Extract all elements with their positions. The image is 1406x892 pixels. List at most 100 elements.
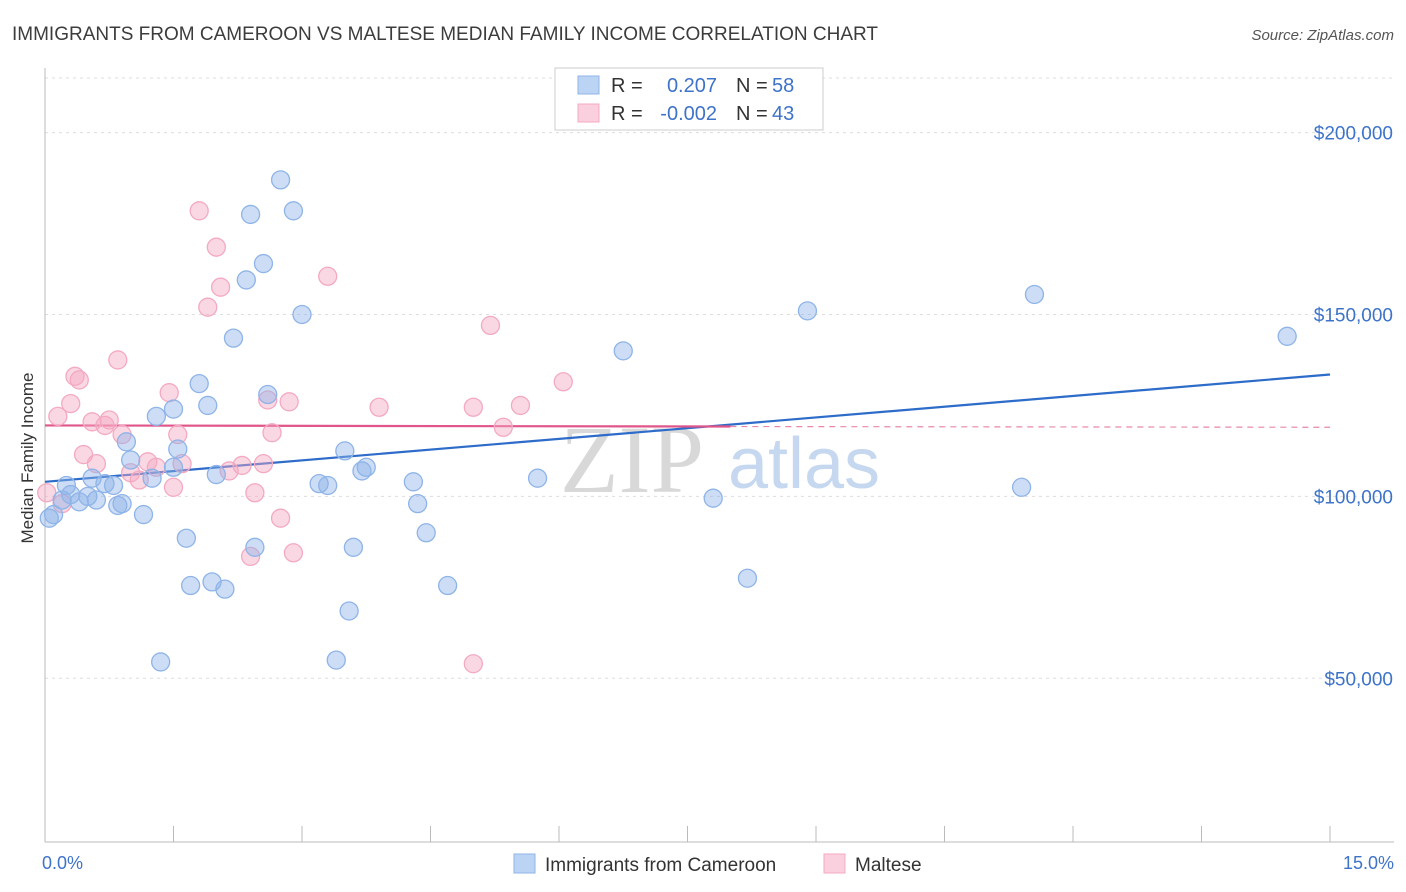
chart-title: IMMIGRANTS FROM CAMEROON VS MALTESE MEDI… (12, 24, 878, 45)
point-cameroon (163, 457, 184, 477)
y-tick-label: $100,000 (1314, 487, 1393, 508)
trend-line-cameroon (44, 373, 1331, 483)
trend-lines (44, 373, 1331, 483)
point-cameroon (116, 432, 137, 452)
y-tick-label: $200,000 (1314, 124, 1393, 145)
watermark-atlas: atlas (728, 424, 880, 504)
point-cameroon (176, 528, 197, 548)
point-cameroon (258, 384, 278, 405)
legend-r-value-1: 0.207 (667, 75, 717, 97)
point-maltese (463, 654, 483, 674)
point-cameroon (112, 494, 132, 514)
stats-legend: R = 0.207 N = 58 R = -0.002 N = 43 (554, 67, 824, 131)
point-maltese (245, 483, 265, 503)
point-cameroon (189, 373, 209, 394)
point-maltese (99, 410, 119, 430)
legend-n-label-1: N = (736, 75, 768, 97)
point-cameroon (43, 504, 64, 525)
point-cameroon (236, 270, 256, 290)
point-maltese (253, 453, 274, 474)
bottom-legend-label-maltese: Maltese (855, 855, 922, 876)
point-maltese (270, 508, 291, 528)
y-axis-label: Median Family Income (18, 372, 37, 543)
series-legend: Immigrants from Cameroon Maltese (513, 853, 922, 876)
point-cameroon (416, 523, 436, 543)
legend-n-value-2: 43 (772, 103, 794, 125)
point-maltese (240, 546, 261, 567)
point-maltese (318, 266, 338, 286)
legend-swatch-cameroon (577, 75, 600, 95)
point-maltese (258, 390, 278, 410)
bottom-legend-label-cameroon: Immigrants from Cameroon (545, 855, 776, 876)
legend-swatch-maltese (577, 103, 600, 123)
point-cameroon (737, 568, 758, 588)
legend-r-value-2: -0.002 (660, 103, 717, 125)
point-cameroon (146, 406, 167, 426)
point-cameroon (223, 328, 244, 348)
point-cameroon (215, 579, 235, 599)
gridlines (45, 77, 1394, 679)
point-cameroon (270, 170, 291, 190)
x-tick-max: 15.0% (1343, 853, 1394, 873)
y-tick-label: $50,000 (1324, 669, 1393, 690)
point-maltese (48, 406, 68, 426)
point-maltese (279, 392, 299, 412)
chart-source: Source: ZipAtlas.com (1251, 27, 1394, 44)
point-cameroon (240, 204, 261, 225)
point-cameroon (180, 575, 201, 596)
legend-r-label-2: R = (611, 103, 643, 125)
trend-line-maltese-extension (730, 425, 1331, 428)
point-cameroon (198, 395, 218, 416)
point-maltese (493, 417, 513, 437)
point-cameroon (437, 575, 458, 596)
point-maltese (61, 393, 81, 414)
point-cameroon (283, 201, 304, 221)
point-maltese (168, 424, 188, 445)
point-maltese (146, 457, 167, 477)
legend-n-label-2: N = (736, 103, 768, 125)
point-maltese (463, 397, 483, 417)
bottom-legend-swatch-maltese (823, 853, 846, 874)
series-cameroon (39, 170, 1297, 672)
legend-n-value-1: 58 (772, 75, 794, 97)
point-maltese (108, 350, 128, 370)
point-maltese (553, 372, 573, 392)
point-cameroon (86, 490, 107, 510)
watermark: ZIP atlas (560, 406, 880, 513)
y-tick-label: $150,000 (1314, 305, 1393, 326)
point-cameroon (527, 468, 548, 488)
point-cameroon (407, 494, 428, 514)
x-tick-min: 0.0% (42, 853, 83, 873)
y-tick-labels: $50,000 $100,000 $150,000 $200,000 (1314, 124, 1393, 691)
point-cameroon (142, 468, 162, 488)
series-maltese (37, 201, 573, 674)
point-cameroon (326, 650, 346, 670)
point-cameroon (168, 439, 188, 459)
point-maltese (210, 277, 231, 297)
point-cameroon (343, 537, 364, 557)
point-cameroon (163, 399, 184, 419)
point-cameroon (150, 652, 171, 672)
point-maltese (159, 383, 179, 403)
point-maltese (262, 423, 282, 443)
trend-line-maltese (44, 424, 731, 428)
point-cameroon (292, 304, 312, 325)
point-cameroon (56, 475, 77, 496)
point-cameroon (245, 537, 265, 557)
point-cameroon (335, 441, 355, 461)
point-cameroon (318, 475, 338, 496)
point-cameroon (1011, 477, 1032, 497)
point-maltese (86, 453, 107, 474)
point-cameroon (1024, 284, 1045, 305)
axes (44, 68, 1394, 843)
point-maltese (206, 237, 226, 257)
point-cameroon (121, 450, 141, 470)
point-cameroon (356, 457, 376, 477)
watermark-zip: ZIP (560, 406, 704, 513)
point-maltese (198, 297, 218, 317)
bottom-legend-swatch-cameroon (513, 853, 536, 874)
point-maltese (37, 483, 57, 503)
point-maltese (232, 455, 252, 476)
point-cameroon (133, 504, 154, 525)
